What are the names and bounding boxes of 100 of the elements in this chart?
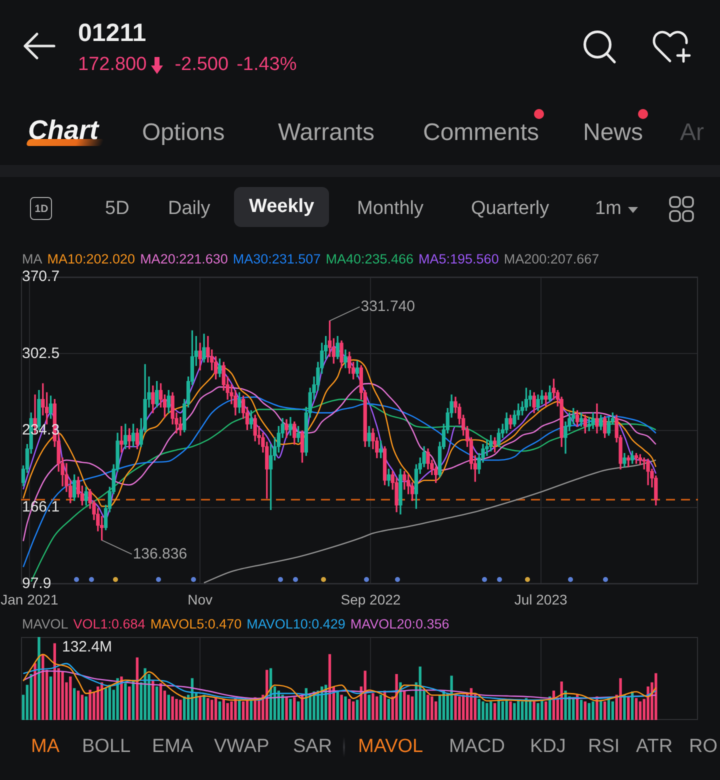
text: Monthly <box>357 198 424 220</box>
x-tick-label: Jan 2021 <box>0 591 58 608</box>
bar <box>352 701 355 720</box>
bar <box>376 696 378 720</box>
bar <box>399 682 402 720</box>
bar <box>250 700 252 720</box>
bar <box>592 701 594 720</box>
bar <box>368 694 370 720</box>
bar <box>69 676 72 720</box>
line-series <box>203 459 657 584</box>
bar <box>238 700 241 720</box>
y-tick-label: 97.9 <box>22 575 52 592</box>
bar <box>124 683 127 720</box>
text: MAVOL <box>358 736 424 758</box>
text: MAVOL10:0.429 <box>246 616 346 632</box>
text: MA40:235.466 <box>326 252 414 267</box>
bar <box>179 700 182 720</box>
text: Comments <box>423 119 540 147</box>
bar <box>623 694 626 720</box>
bar <box>206 698 210 720</box>
bar <box>88 690 92 720</box>
bar <box>38 637 40 720</box>
bar <box>493 703 496 720</box>
bar <box>540 700 544 720</box>
text: MA20:221.630 <box>140 252 228 267</box>
text: VWAP <box>214 736 270 758</box>
annotation: 331.740 <box>360 298 415 315</box>
bar <box>395 674 398 720</box>
bar <box>634 698 638 720</box>
bar <box>296 701 300 720</box>
bar <box>458 696 461 720</box>
bar <box>572 698 575 720</box>
bar <box>80 694 84 720</box>
bar <box>532 701 536 720</box>
bar <box>403 690 406 720</box>
bar <box>30 674 32 720</box>
bar <box>159 683 162 720</box>
text: MACD <box>449 736 505 758</box>
bar <box>580 700 583 720</box>
bar <box>454 694 457 720</box>
bar <box>536 703 540 720</box>
bar <box>627 696 630 720</box>
bar <box>387 698 390 720</box>
bar <box>167 694 170 720</box>
bar <box>84 696 88 720</box>
text: MA10:202.020 <box>47 252 136 267</box>
bar <box>198 696 202 720</box>
text: MA5:195.560 <box>418 252 499 267</box>
bar <box>505 698 508 720</box>
text: News <box>583 119 644 147</box>
bar <box>407 694 410 720</box>
bar <box>356 700 359 720</box>
text: 1m <box>595 198 622 220</box>
bar <box>490 701 492 720</box>
text: BOLL <box>82 736 131 758</box>
bar <box>218 701 222 720</box>
bar <box>96 686 100 720</box>
legend-title: MA <box>22 252 42 267</box>
bar <box>175 698 178 720</box>
bar <box>410 696 414 720</box>
bar <box>285 696 288 720</box>
bar <box>42 654 44 720</box>
y-tick-label: 302.5 <box>22 344 60 362</box>
bar <box>293 697 296 720</box>
bar <box>234 698 237 720</box>
x-tick-label: Nov <box>188 591 213 608</box>
text: KDJ <box>530 736 566 758</box>
bar <box>202 694 206 720</box>
bar <box>128 686 131 720</box>
bar <box>638 701 642 720</box>
bar <box>61 672 64 720</box>
bar <box>116 678 119 720</box>
text: MA200:207.667 <box>504 252 600 267</box>
text: Warrants <box>278 119 374 147</box>
bar <box>76 690 80 720</box>
text: EMA <box>152 736 194 758</box>
bar <box>611 701 614 720</box>
bar <box>501 701 504 720</box>
legend-title: MAVOL <box>22 616 69 632</box>
bar <box>450 676 453 720</box>
bar <box>509 701 512 720</box>
bar <box>49 676 52 720</box>
bar <box>230 701 233 720</box>
bar <box>340 694 343 720</box>
bar <box>380 694 382 720</box>
text: Weekly <box>249 195 314 219</box>
y-tick-label: 370.7 <box>22 268 60 286</box>
text: Quarterly <box>471 198 550 220</box>
bar <box>520 701 524 720</box>
text: Chart <box>28 115 99 146</box>
text: Daily <box>168 198 210 220</box>
line-series <box>22 382 657 542</box>
bar <box>289 698 292 720</box>
bar <box>210 700 214 720</box>
text: MAVOL20:0.356 <box>350 616 450 632</box>
text: ATR <box>636 736 673 758</box>
text: MA30:231.507 <box>232 252 321 267</box>
bar <box>486 703 488 720</box>
bar <box>171 696 174 720</box>
x-tick-label: Sep 2022 <box>340 591 401 608</box>
